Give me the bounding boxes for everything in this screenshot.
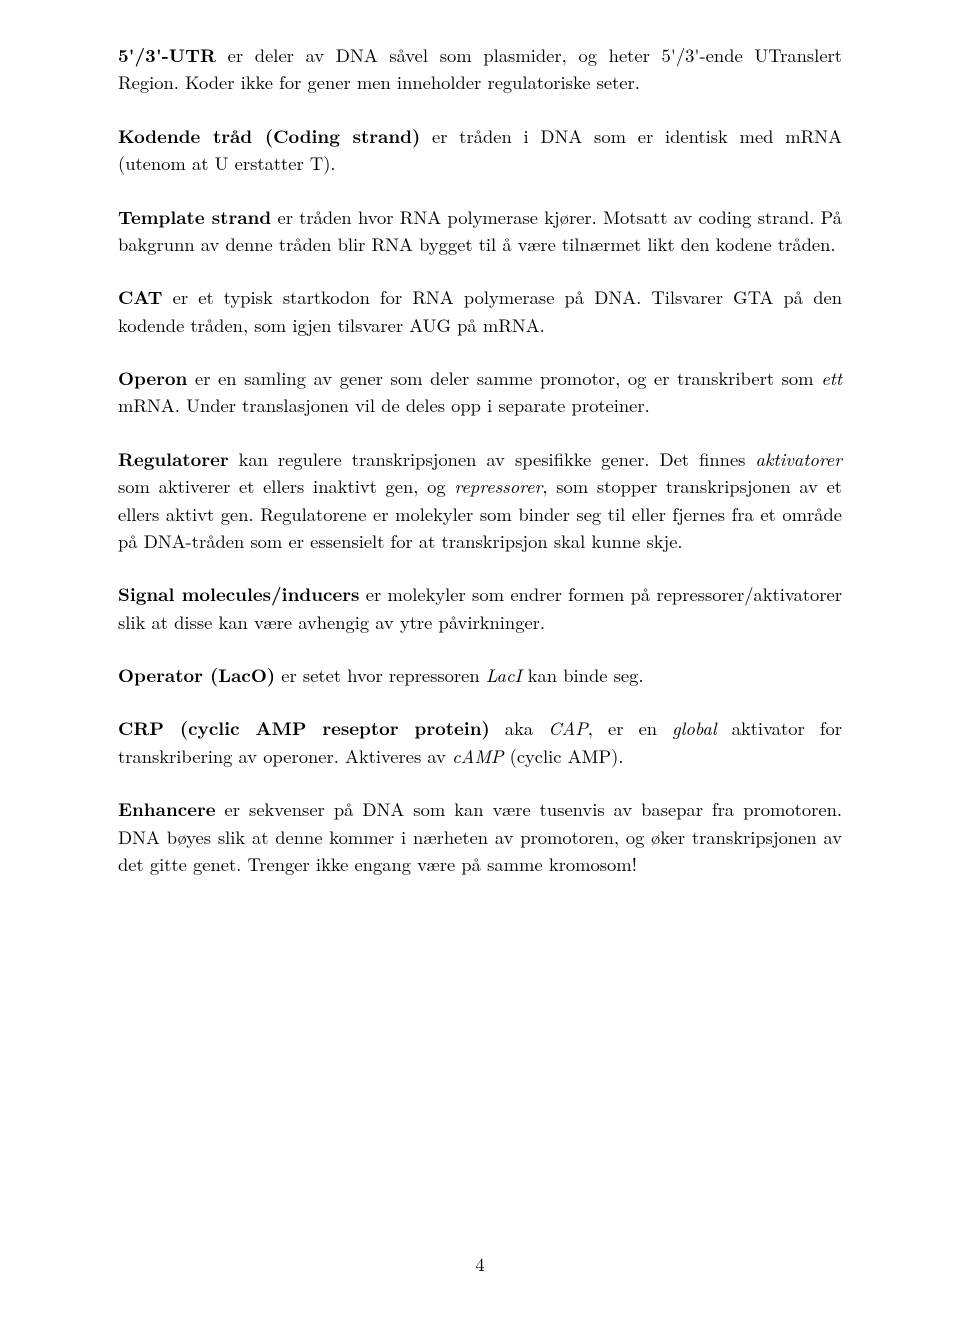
paragraph-coding-strand: Kodende tråd (Coding strand) er tråden i… [118,123,842,178]
paragraph-regulatorer: Regulatorer kan regulere transkripsjonen… [118,446,842,556]
text-reg-1: kan regulere transkripsjonen av spesifik… [229,446,756,472]
paragraph-operon: Operon er en samling av gener som deler … [118,365,842,420]
text-crp-4: (cyclic AMP). [503,743,623,769]
paragraph-crp: CRP (cyclic AMP reseptor protein) aka CA… [118,715,842,770]
italic-repressorer: repressorer [454,473,542,499]
text-op-1: er setet hvor repressoren [275,662,486,688]
text-reg-2: som aktiverer et ellers inaktivt gen, og [118,473,454,499]
term-template-strand: Template strand [118,204,271,230]
text-op-2: kan binde seg. [522,662,644,688]
term-coding-strand: Kodende tråd (Coding strand) [118,123,420,149]
term-operon: Operon [118,365,187,391]
term-signal-molecules: Signal molecules/inducers [118,581,359,607]
text-crp-2: , er en [588,715,672,741]
page-number: 4 [0,1251,960,1277]
paragraph-enhancere: Enhancere er sekvenser på DNA som kan væ… [118,796,842,878]
term-regulatorer: Regulatorer [118,446,229,472]
text-utr: er deler av DNA såvel som plasmider, og … [118,42,842,95]
italic-laci: LacI [486,662,522,688]
italic-ett: ett [821,365,842,391]
term-cat: CAT [118,284,162,310]
paragraph-operator: Operator (LacO) er setet hvor repressore… [118,662,842,689]
term-enhancere: Enhancere [118,796,216,822]
paragraph-template-strand: Template strand er tråden hvor RNA polym… [118,204,842,259]
term-crp: CRP (cyclic AMP reseptor protein) [118,715,490,741]
document-page: 5'/3'-UTR er deler av DNA såvel som plas… [0,0,960,1327]
italic-camp: cAMP [452,743,503,769]
paragraph-utr: 5'/3'-UTR er deler av DNA såvel som plas… [118,42,842,97]
italic-cap: CAP [548,715,588,741]
text-cat: er et typisk startkodon for RNA polymera… [118,284,842,337]
term-operator: Operator (LacO) [118,662,275,688]
text-operon-2: mRNA. Under translasjonen vil de deles o… [118,392,650,418]
term-utr: 5'/3'-UTR [118,42,216,68]
italic-aktivatorer: aktivatorer [755,446,842,472]
text-operon-1: er en samling av gener som deler samme p… [187,365,821,391]
italic-global: global [672,715,716,741]
paragraph-signal-molecules: Signal molecules/inducers er molekyler s… [118,581,842,636]
paragraph-cat: CAT er et typisk startkodon for RNA poly… [118,284,842,339]
text-crp-1: aka [490,715,548,741]
text-enhancere: er sekvenser på DNA som kan være tusenvi… [118,796,842,877]
